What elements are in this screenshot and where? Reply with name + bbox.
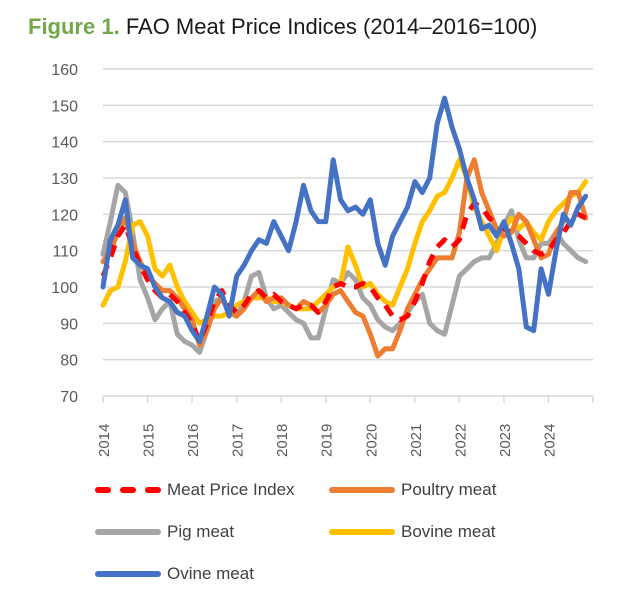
x-axis	[102, 395, 594, 403]
legend-label: Ovine meat	[167, 564, 254, 583]
legend-label: Poultry meat	[401, 480, 497, 499]
y-tick-label: 80	[60, 353, 78, 370]
y-tick-label: 100	[51, 280, 78, 297]
legend-item-poultry-meat: Poultry meat	[329, 480, 496, 500]
legend-swatch-pig-meat	[95, 529, 161, 535]
x-tick-label: 2014	[96, 424, 113, 457]
x-tick-label: 2018	[274, 424, 291, 457]
legend-swatch-meat-price-index	[95, 487, 161, 493]
x-tick-label: 2021	[408, 424, 425, 457]
x-tick-label: 2019	[319, 424, 336, 457]
chart-title: Figure 1. FAO Meat Price Indices (2014–2…	[28, 14, 537, 40]
y-tick-label: 150	[51, 98, 78, 115]
x-tick-label: 2024	[541, 424, 558, 457]
series-line-poultry-meat	[100, 157, 589, 359]
legend-item-bovine-meat: Bovine meat	[329, 522, 496, 542]
y-axis-ticks: 160 150 140 130 120 110 100 90 80 70	[51, 62, 78, 406]
y-tick-label: 120	[51, 207, 78, 224]
legend-label: Bovine meat	[401, 522, 496, 541]
y-tick-label: 70	[60, 389, 78, 406]
legend-item-meat-price-index: Meat Price Index	[95, 480, 295, 500]
y-tick-label: 90	[60, 316, 78, 333]
series-line-ovine-meat	[100, 95, 589, 344]
x-tick-label: 2017	[230, 424, 247, 457]
legend-label: Pig meat	[167, 522, 235, 541]
x-tick-label: 2016	[185, 424, 202, 457]
series-lines	[100, 95, 589, 359]
line-chart: 160 150 140 130 120 110 100 90 80 70 2014 2015 2016…	[51, 62, 594, 457]
gridlines	[103, 68, 593, 361]
legend-item-ovine-meat: Ovine meat	[95, 564, 254, 584]
legend-swatch-bovine-meat	[329, 529, 395, 535]
y-tick-label: 110	[52, 244, 78, 261]
legend-label: Meat Price Index	[167, 480, 295, 499]
x-tick-label: 2015	[141, 424, 158, 457]
y-tick-label: 130	[51, 171, 78, 188]
legend-item-pig-meat: Pig meat	[95, 522, 234, 542]
x-tick-label: 2022	[452, 424, 469, 457]
title-text: FAO Meat Price Indices (2014–2016=100)	[125, 14, 538, 39]
y-tick-label: 160	[51, 62, 78, 79]
x-tick-label: 2020	[363, 424, 380, 457]
x-tick-label: 2023	[497, 424, 514, 457]
x-axis-ticks: 2014 2015 2016 2017 2018 2019 2020 2021 2022 2023…	[96, 424, 558, 457]
y-tick-label: 140	[51, 135, 78, 152]
legend-swatch-poultry-meat	[329, 487, 395, 493]
legend-swatch-ovine-meat	[95, 571, 161, 577]
figure-label: Figure 1.	[28, 14, 120, 39]
